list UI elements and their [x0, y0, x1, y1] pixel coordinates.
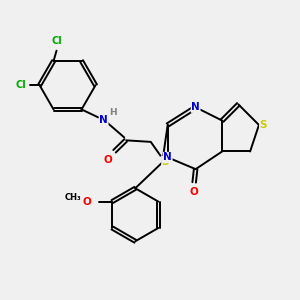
Text: S: S	[162, 157, 169, 166]
Text: Cl: Cl	[51, 36, 62, 46]
Text: CH₃: CH₃	[64, 194, 81, 202]
Text: S: S	[260, 120, 267, 130]
Text: O: O	[190, 187, 199, 197]
Text: N: N	[191, 102, 200, 112]
Text: O: O	[104, 154, 112, 164]
Text: H: H	[109, 108, 116, 117]
Text: O: O	[82, 196, 91, 206]
Text: N: N	[99, 115, 108, 125]
Text: N: N	[163, 152, 172, 162]
Text: Cl: Cl	[15, 80, 26, 90]
